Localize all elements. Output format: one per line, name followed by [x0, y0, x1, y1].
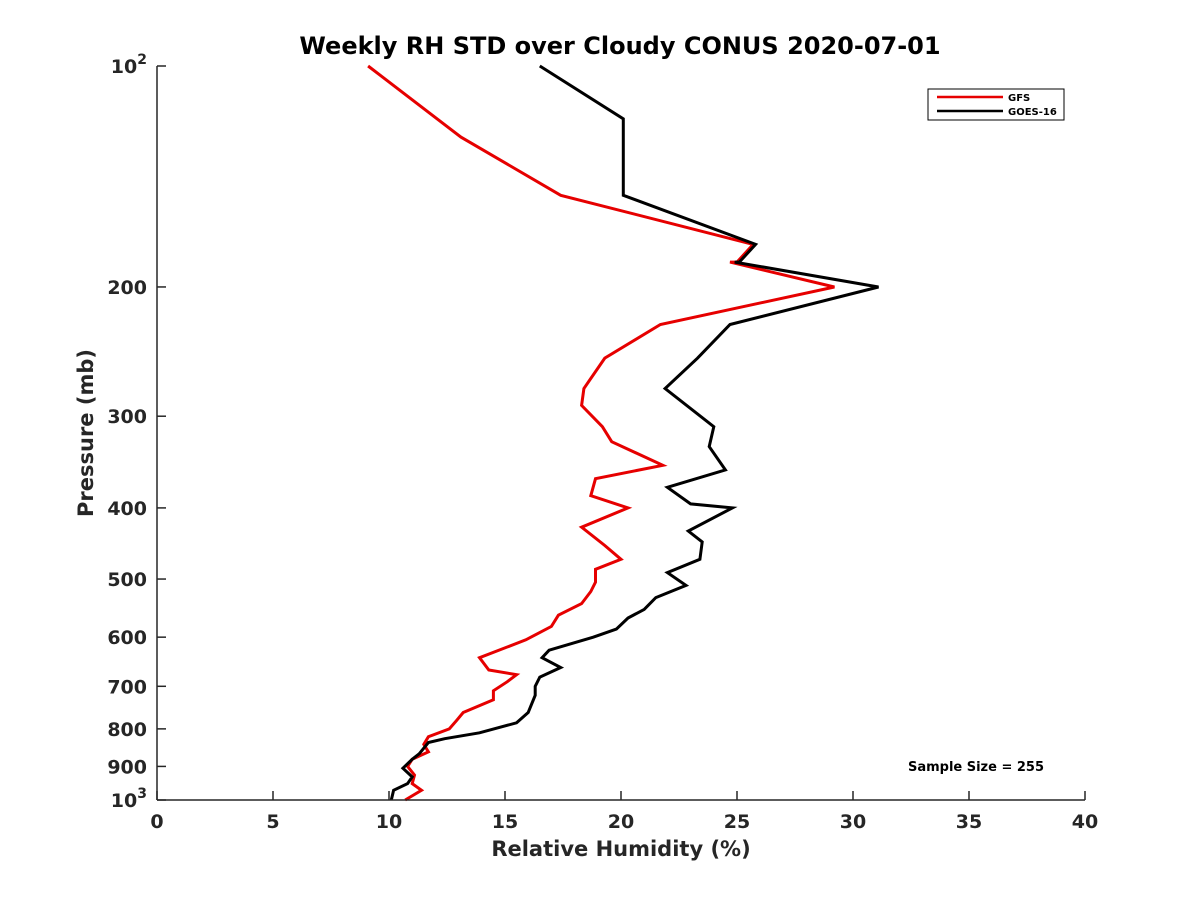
y-tick-label: 400 [107, 498, 147, 520]
series-line-gfs [367, 64, 835, 802]
x-tick-label: 0 [150, 811, 163, 833]
y-tick-label: 900 [107, 756, 147, 778]
y-tick-label: 500 [107, 569, 147, 591]
axes [156, 66, 1085, 801]
y-tick-label: 200 [107, 277, 147, 299]
y-tick-label: 700 [107, 676, 147, 698]
x-axis-label: Relative Humidity (%) [491, 837, 750, 861]
chart-title: Weekly RH STD over Cloudy CONUS 2020-07-… [299, 32, 940, 60]
y-tick-label: 300 [107, 406, 147, 428]
sample-size-annotation: Sample Size = 255 [908, 760, 1044, 775]
x-tick-label: 35 [956, 811, 982, 833]
y-tick-label: 800 [107, 719, 147, 741]
x-tick-label: 15 [492, 811, 518, 833]
legend-label-gfs: GFS [1008, 93, 1030, 104]
legend-label-goes16: GOES-16 [1008, 107, 1057, 118]
x-tick-label: 5 [266, 811, 279, 833]
x-tick-label: 30 [840, 811, 866, 833]
ticks: 0 5 10 15 20 25 30 35 40 102 200 300 400 500 600 700 800… [107, 52, 1098, 833]
legend: GFS GOES-16 [927, 88, 1065, 121]
x-tick-label: 10 [376, 811, 402, 833]
x-tick-label: 40 [1072, 811, 1098, 833]
x-tick-label: 20 [608, 811, 634, 833]
y-axis-label: Pressure (mb) [74, 349, 98, 517]
series-layer [367, 64, 879, 802]
y-tick-label: 102 [111, 52, 147, 78]
x-tick-label: 25 [724, 811, 750, 833]
y-tick-label: 600 [107, 627, 147, 649]
series-line-goes-16 [389, 64, 879, 801]
legend-box [927, 88, 1065, 121]
y-tick-label: 103 [111, 786, 147, 812]
